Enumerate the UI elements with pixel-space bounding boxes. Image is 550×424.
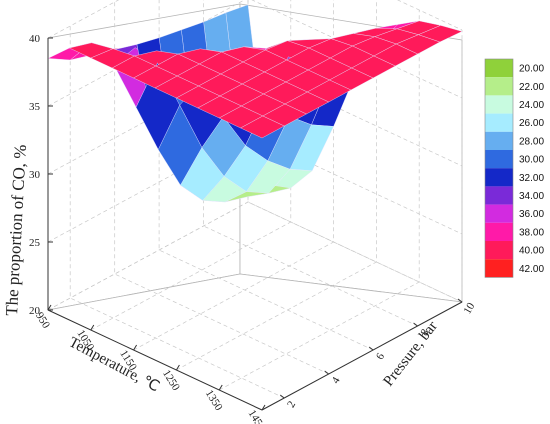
z-tick-label: 30 bbox=[29, 169, 41, 181]
z-tick-label: 40 bbox=[29, 33, 41, 45]
legend-swatch bbox=[485, 168, 513, 187]
y-tick-label: 10 bbox=[461, 300, 477, 316]
x-tick-label: 1250 bbox=[160, 368, 182, 393]
y-gridline bbox=[247, 0, 463, 303]
y-gridline bbox=[114, 2, 329, 375]
legend-swatch bbox=[485, 259, 513, 278]
legend-label: 24.00 bbox=[519, 100, 544, 111]
legend-label: 38.00 bbox=[519, 227, 544, 238]
x-tick-label: 1350 bbox=[203, 388, 225, 413]
x-tick-mark bbox=[133, 344, 138, 351]
legend-label: 30.00 bbox=[519, 155, 544, 166]
legend-label: 42.00 bbox=[519, 264, 544, 275]
x-tick-mark bbox=[175, 364, 180, 371]
legend-swatch bbox=[485, 186, 513, 205]
y-tick-mark bbox=[324, 370, 329, 375]
y-tick-mark bbox=[368, 346, 374, 351]
y-gridline bbox=[158, 0, 374, 351]
surface bbox=[47, 4, 463, 203]
x-tick-mark bbox=[90, 324, 95, 331]
x-tick-mark bbox=[218, 384, 223, 391]
y-tick-label: 6 bbox=[374, 351, 387, 362]
x-tick-mark bbox=[47, 304, 52, 311]
legend-swatch bbox=[485, 95, 513, 114]
legend-label: 34.00 bbox=[519, 191, 544, 202]
y-axis-line bbox=[261, 301, 463, 411]
x-tick-label: 1450 bbox=[246, 408, 268, 424]
legend-swatch bbox=[485, 131, 513, 150]
y-tick-label: 4 bbox=[330, 375, 343, 386]
legend-border bbox=[484, 58, 514, 278]
legend: 20.00 22.00 24.00 26.00 28.00 30.00 32.00 34.00… bbox=[484, 58, 544, 278]
y-tick-mark bbox=[457, 298, 463, 303]
legend-label: 20.00 bbox=[519, 64, 544, 75]
y-gridline bbox=[203, 0, 418, 327]
legend-swatch bbox=[485, 150, 513, 169]
legend-swatch bbox=[485, 222, 513, 241]
legend-swatch bbox=[485, 204, 513, 223]
z-tick-label: 25 bbox=[29, 237, 41, 249]
legend-label: 28.00 bbox=[519, 136, 544, 147]
legend-label: 32.00 bbox=[519, 173, 544, 184]
legend-label: 22.00 bbox=[519, 82, 544, 93]
legend-label: 26.00 bbox=[519, 118, 544, 129]
z-tick-label: 20 bbox=[29, 305, 41, 317]
legend-swatch bbox=[485, 241, 513, 260]
x-axis-line bbox=[47, 309, 263, 411]
x-tick-mark bbox=[261, 404, 266, 411]
y-tick-label: 8 bbox=[418, 327, 431, 338]
z-tick-label: 35 bbox=[29, 101, 41, 113]
y-tick-label: 2 bbox=[285, 399, 298, 410]
legend-swatch bbox=[485, 77, 513, 96]
y-gridline bbox=[69, 26, 285, 399]
y-tick-mark bbox=[279, 394, 285, 399]
legend-label: 36.00 bbox=[519, 209, 544, 220]
x-gridline bbox=[219, 10, 420, 391]
legend-swatch bbox=[485, 59, 513, 78]
surface-cell bbox=[202, 176, 247, 203]
surface-cell bbox=[240, 115, 285, 139]
legend-swatch bbox=[485, 113, 513, 132]
legend-label: 40.00 bbox=[519, 246, 544, 257]
y-tick-mark bbox=[413, 322, 418, 327]
z-axis-title: The proportion of CO, % bbox=[2, 144, 30, 316]
